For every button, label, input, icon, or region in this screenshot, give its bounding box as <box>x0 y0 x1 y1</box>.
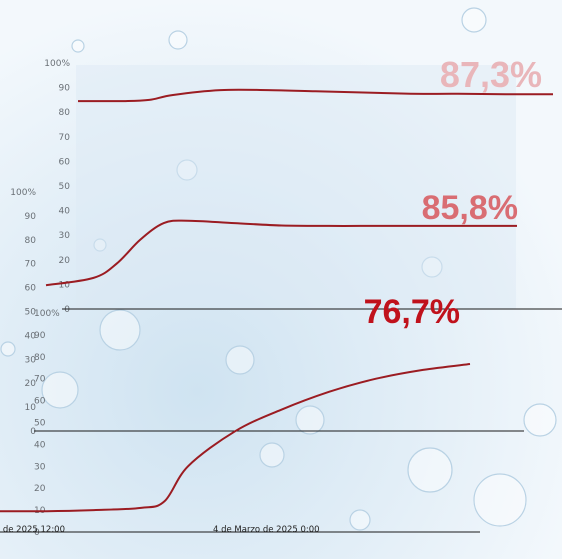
x-tick-label: 3 de Marzo de 2025 12:00 <box>0 525 65 535</box>
value-annotation: 76,7% <box>364 293 460 331</box>
y-tick-label: 40 <box>25 331 37 341</box>
series-line <box>45 219 518 287</box>
y-tick-label: 40 <box>59 207 71 217</box>
y-tick-label: 50 <box>34 419 46 429</box>
chart-2: 100% 90 80 70 60 50 40 30 20 10 0 85,8% <box>10 188 524 437</box>
y-tick-label: 60 <box>34 397 46 407</box>
y-tick-label: 30 <box>25 355 37 365</box>
y-tick-label: 30 <box>59 231 71 241</box>
y-tick-label: 100% <box>34 309 60 319</box>
value-annotation: 85,8% <box>422 189 518 227</box>
y-tick-label: 30 <box>34 462 46 472</box>
y-tick-label: 70 <box>59 133 71 143</box>
y-tick-label: 90 <box>34 331 46 341</box>
y-tick-label: 70 <box>34 375 46 385</box>
series-line <box>0 363 471 513</box>
y-tick-label: 70 <box>25 260 37 270</box>
y-tick-label: 60 <box>25 284 37 294</box>
chart-3: 100% 90 80 70 60 50 40 30 20 10 0 76,7% 3 de Marzo d… <box>0 293 480 538</box>
y-tick-label: 20 <box>25 379 37 389</box>
value-annotation: 87,3% <box>440 54 542 95</box>
y-tick-label: 100% <box>10 188 36 198</box>
y-tick-label: 0 <box>64 305 70 315</box>
chart-1: 100% 90 80 70 60 50 40 30 20 10 0 87,3% <box>44 54 562 315</box>
x-tick-label: 4 de Marzo de 2025 0:00 <box>213 525 320 535</box>
y-tick-label: 50 <box>59 182 71 192</box>
series-line <box>77 88 554 103</box>
y-tick-label: 10 <box>25 403 37 413</box>
y-tick-label: 90 <box>59 84 71 94</box>
y-tick-label: 50 <box>25 308 37 318</box>
y-tick-label: 100% <box>44 59 70 69</box>
y-tick-label: 60 <box>59 157 71 167</box>
water-bubbles <box>0 7 557 531</box>
y-tick-label: 0 <box>34 528 40 538</box>
y-tick-label: 90 <box>25 212 37 222</box>
y-tick-label: 80 <box>25 236 37 246</box>
y-tick-label: 80 <box>34 353 46 363</box>
y-tick-label: 40 <box>34 440 46 450</box>
y-tick-label: 20 <box>59 256 71 266</box>
y-tick-label: 20 <box>34 484 46 494</box>
y-tick-label: 0 <box>30 427 36 437</box>
plot-panel <box>76 65 516 309</box>
y-tick-label: 80 <box>59 108 71 118</box>
y-tick-label: 10 <box>59 280 71 290</box>
